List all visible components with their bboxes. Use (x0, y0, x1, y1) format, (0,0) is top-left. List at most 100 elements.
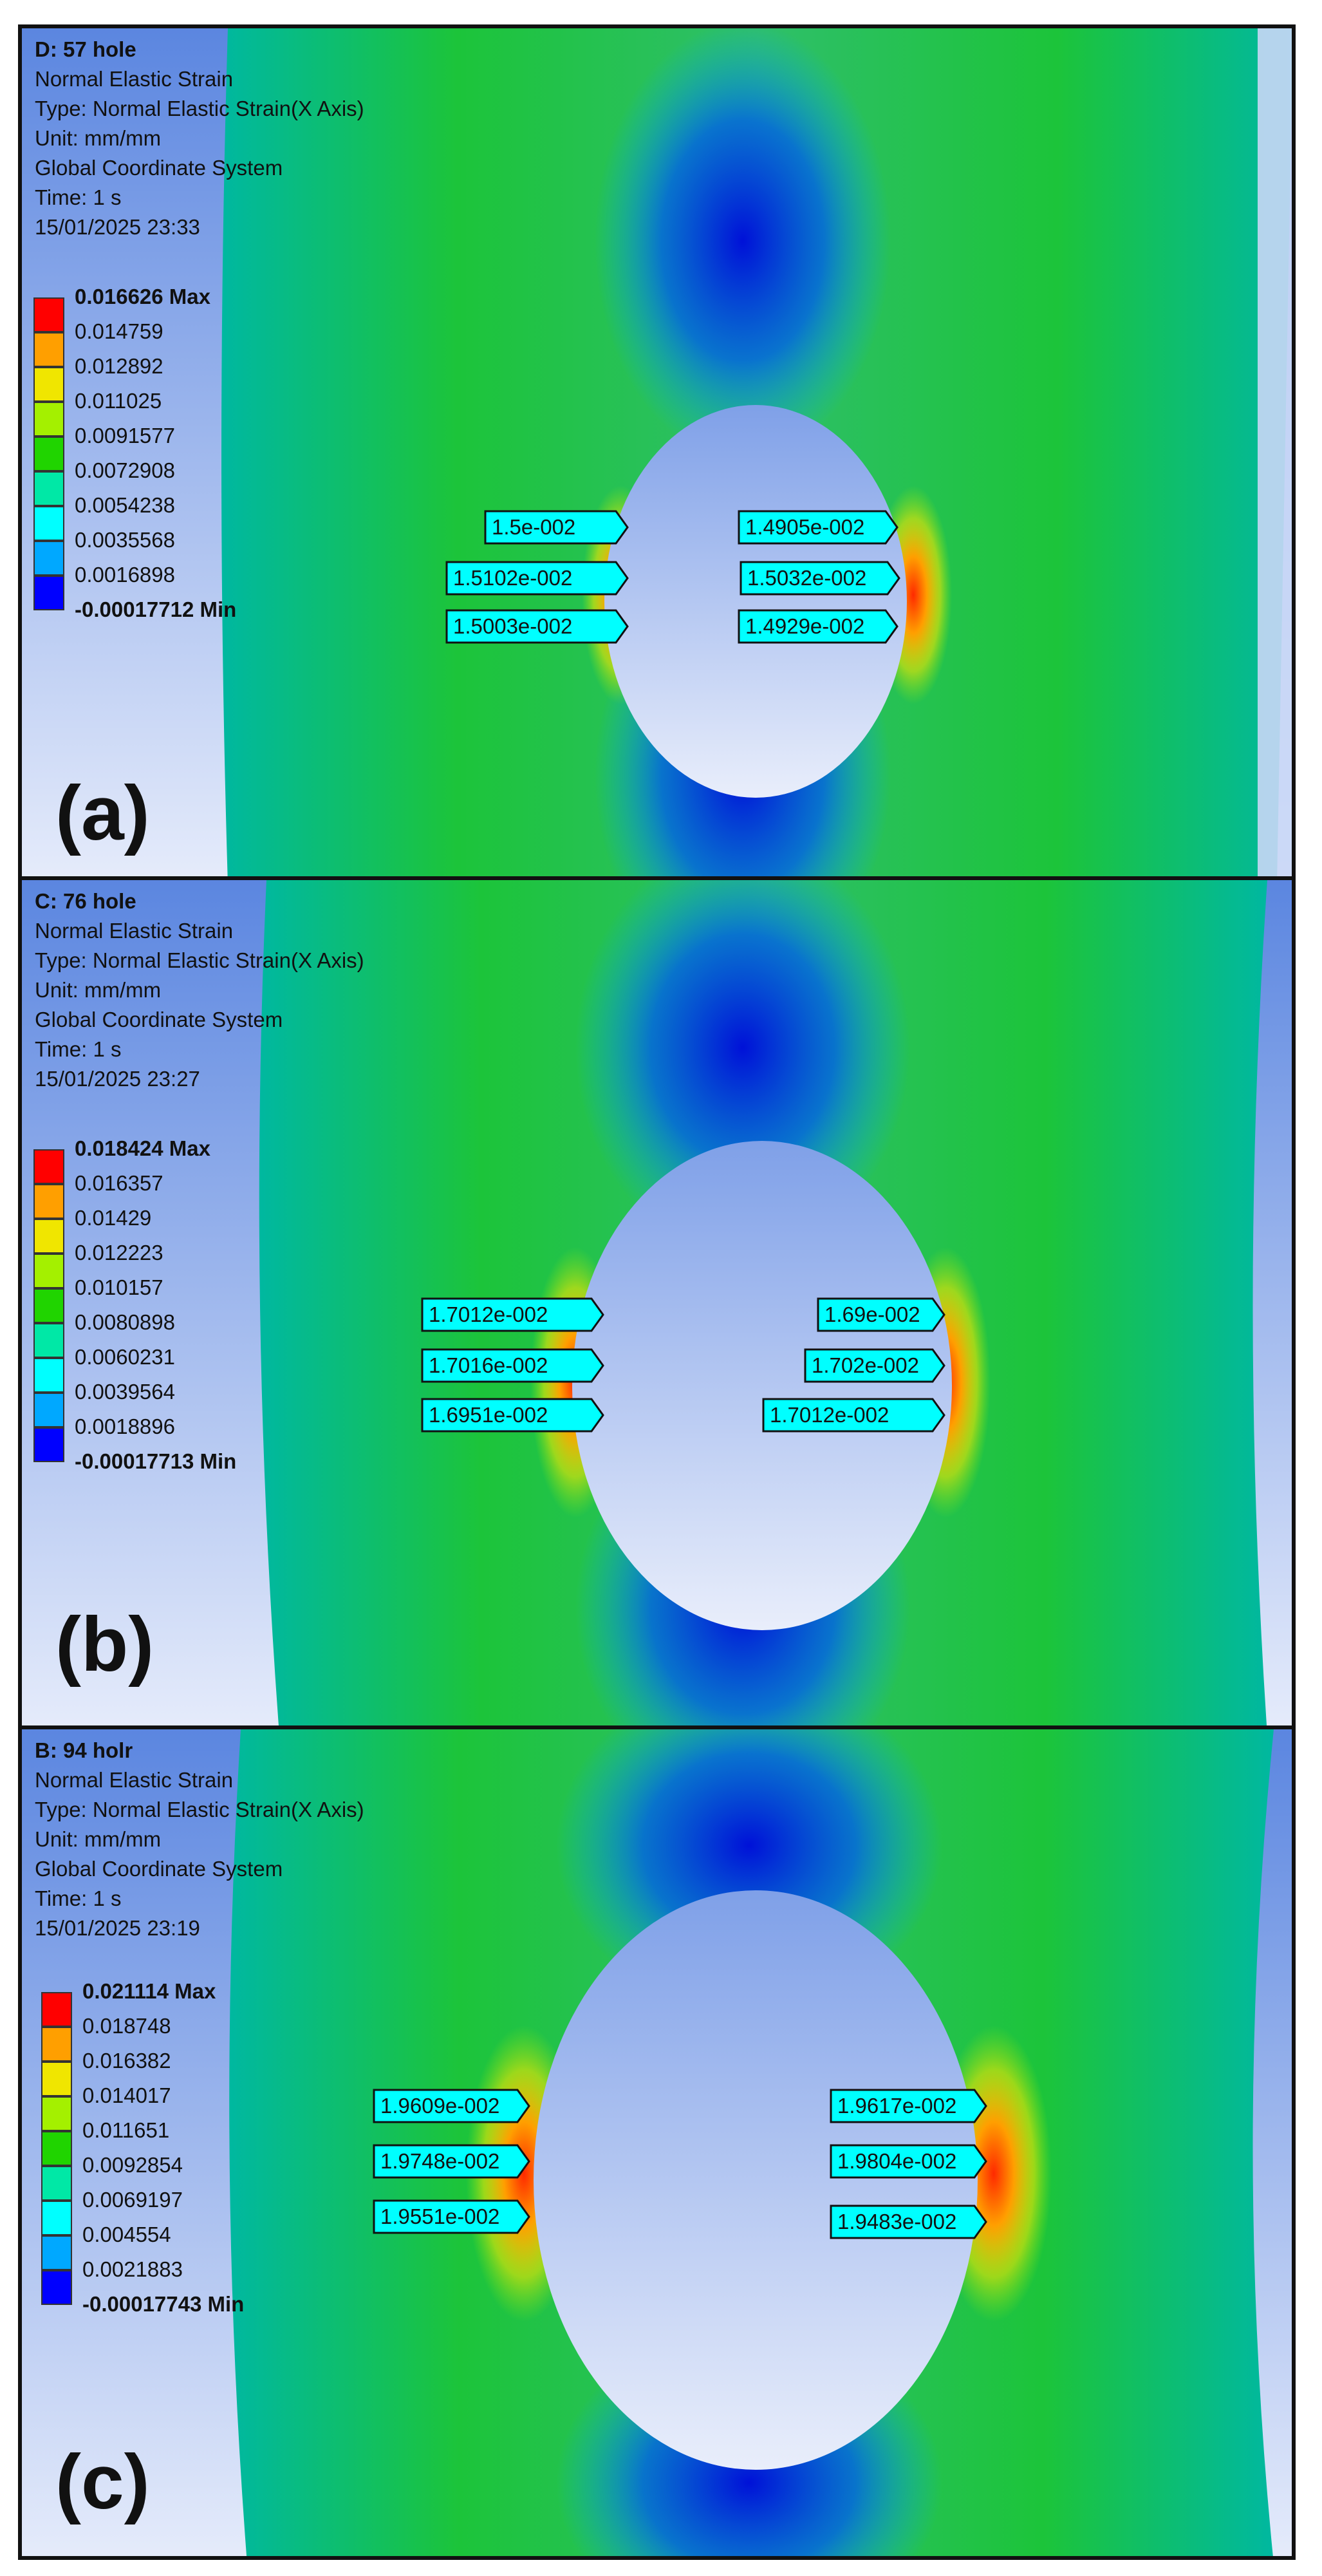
probe-label[interactable]: 1.702e-002 (804, 1348, 945, 1383)
result-name: Normal Elastic Strain (35, 919, 234, 943)
legend-swatch-8 (33, 1427, 64, 1462)
legend-label: 0.01429 (75, 1206, 152, 1230)
legend-label: 0.014017 (82, 2083, 171, 2107)
probe-label[interactable]: 1.9483e-002 (830, 2205, 987, 2239)
legend-swatch-1 (33, 1184, 64, 1219)
legend-label: 0.018748 (82, 2014, 171, 2038)
probe-label[interactable]: 1.5003e-002 (445, 609, 629, 644)
probe-label[interactable]: 1.9617e-002 (830, 2089, 987, 2123)
probe-value: 1.9617e-002 (837, 2094, 957, 2118)
legend-max-label: 0.016626 Max (75, 285, 211, 308)
result-type: Type: Normal Elastic Strain(X Axis) (35, 1798, 364, 1821)
probe-label[interactable]: 1.6951e-002 (421, 1398, 604, 1433)
legend-label: 0.0018896 (75, 1415, 175, 1438)
legend-label: 0.0069197 (82, 2188, 183, 2212)
panel-c: B: 94 holr Normal Elastic Strain Type: N… (18, 1725, 1296, 2560)
probe-label[interactable]: 1.7016e-002 (421, 1348, 604, 1383)
probe-label[interactable]: 1.5e-002 (484, 510, 629, 545)
legend-swatch-0 (33, 1149, 64, 1184)
probe-label[interactable]: 1.7012e-002 (762, 1398, 945, 1433)
probe-value: 1.702e-002 (812, 1353, 919, 1377)
probe-label[interactable]: 1.9748e-002 (373, 2144, 530, 2179)
legend-label: 0.016357 (75, 1171, 163, 1195)
legend-swatch-3 (33, 1254, 64, 1288)
result-unit: Unit: mm/mm (35, 1827, 162, 1851)
probe-value: 1.69e-002 (824, 1302, 920, 1326)
probe-value: 1.5e-002 (492, 515, 576, 539)
legend-swatch-8 (33, 576, 64, 610)
result-coord-system: Global Coordinate System (35, 1857, 283, 1881)
legend-swatch-7 (41, 2235, 72, 2270)
result-name: Normal Elastic Strain (35, 1768, 234, 1792)
probe-label[interactable]: 1.9551e-002 (373, 2199, 530, 2234)
probe-label[interactable]: 1.4929e-002 (738, 609, 898, 644)
legend-swatch-6 (33, 1358, 64, 1393)
panel-label: (b) (55, 1601, 154, 1688)
probe-value: 1.9748e-002 (380, 2149, 500, 2173)
result-coord-system: Global Coordinate System (35, 1008, 283, 1031)
result-time: Time: 1 s (35, 185, 122, 209)
legend-swatch-6 (33, 506, 64, 541)
legend-label: 0.011025 (75, 389, 162, 413)
legend-swatch-6 (41, 2201, 72, 2235)
legend-swatch-3 (41, 2096, 72, 2131)
legend-label: 0.012892 (75, 354, 163, 378)
result-coord-system: Global Coordinate System (35, 156, 283, 180)
panel-label: (c) (55, 2439, 150, 2525)
result-datetime: 15/01/2025 23:33 (35, 215, 200, 239)
panel-label: (a) (55, 770, 150, 856)
probe-label[interactable]: 1.5032e-002 (740, 561, 900, 596)
legend-swatch-0 (33, 297, 64, 332)
legend-swatch-8 (41, 2270, 72, 2305)
probe-value: 1.9804e-002 (837, 2149, 957, 2173)
legend-label: 0.0080898 (75, 1310, 175, 1334)
legend-swatch-7 (33, 541, 64, 576)
result-title: B: 94 holr (35, 1738, 133, 1762)
legend-swatch-2 (33, 367, 64, 402)
legend-swatch-2 (41, 2062, 72, 2096)
probe-label[interactable]: 1.4905e-002 (738, 510, 898, 545)
probe-value: 1.9609e-002 (380, 2094, 500, 2118)
hole-c (534, 1890, 978, 2470)
legend-swatch-4 (33, 1288, 64, 1323)
probe-value: 1.5032e-002 (747, 566, 867, 590)
result-info: C: 76 hole Normal Elastic Strain Type: N… (35, 887, 364, 1094)
legend-label: 0.0039564 (75, 1380, 175, 1404)
probe-value: 1.5003e-002 (453, 614, 573, 638)
legend-swatch-4 (41, 2131, 72, 2166)
legend-max-label: 0.021114 Max (82, 1979, 216, 2003)
legend-label: 0.0091577 (75, 424, 175, 447)
probe-label[interactable]: 1.9804e-002 (830, 2144, 987, 2179)
probe-value: 1.7012e-002 (429, 1302, 548, 1326)
probe-value: 1.9483e-002 (837, 2210, 957, 2233)
legend-label: 0.0021883 (82, 2257, 183, 2281)
probe-value: 1.4905e-002 (745, 515, 865, 539)
legend-swatch-1 (41, 2027, 72, 2062)
result-unit: Unit: mm/mm (35, 978, 162, 1002)
legend-label: 0.011651 (82, 2118, 170, 2142)
legend-swatch-0 (41, 1992, 72, 2027)
probe-value: 1.5102e-002 (453, 566, 573, 590)
probe-value: 1.4929e-002 (745, 614, 865, 638)
result-type: Type: Normal Elastic Strain(X Axis) (35, 948, 364, 972)
result-datetime: 15/01/2025 23:19 (35, 1916, 200, 1940)
probe-label[interactable]: 1.5102e-002 (445, 561, 629, 596)
strain-contour-plot (22, 880, 1292, 1727)
legend-swatch-3 (33, 402, 64, 437)
legend-swatch-7 (33, 1393, 64, 1427)
result-time: Time: 1 s (35, 1886, 122, 1910)
probe-value: 1.7016e-002 (429, 1353, 548, 1377)
probe-label[interactable]: 1.7012e-002 (421, 1297, 604, 1332)
legend-label: 0.0035568 (75, 528, 175, 552)
legend-swatch-4 (33, 437, 64, 471)
hole-a (604, 405, 907, 798)
legend-label: 0.0054238 (75, 493, 175, 517)
legend-label: 0.004554 (82, 2223, 171, 2246)
legend-label: 0.012223 (75, 1241, 163, 1264)
strain-contour-plot (22, 28, 1292, 877)
probe-value: 1.7012e-002 (770, 1403, 889, 1427)
probe-label[interactable]: 1.69e-002 (817, 1297, 945, 1332)
probe-label[interactable]: 1.9609e-002 (373, 2089, 530, 2123)
panel-a: D: 57 hole Normal Elastic Strain Type: N… (18, 24, 1296, 881)
result-title: C: 76 hole (35, 889, 136, 913)
